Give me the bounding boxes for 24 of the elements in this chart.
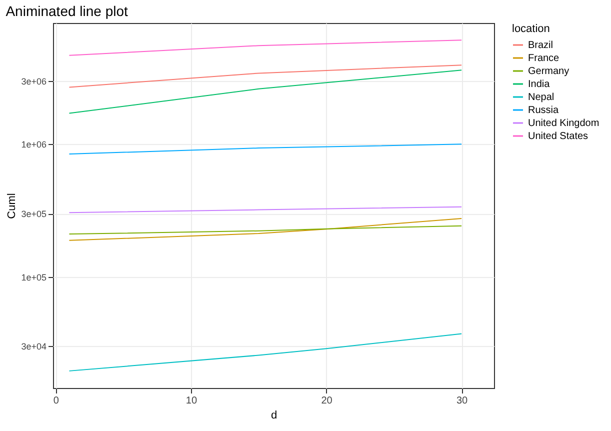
line-series xyxy=(68,218,462,241)
legend-label: Russia xyxy=(528,105,560,116)
line-series xyxy=(68,333,462,372)
x-tick-label: 10 xyxy=(186,396,198,406)
y-tick-label: 1e+06 xyxy=(21,140,46,150)
x-axis-title: d xyxy=(270,410,278,422)
y-tick-label: 3e+06 xyxy=(21,76,46,86)
legend-title: location xyxy=(512,23,550,35)
x-tick-label: 20 xyxy=(321,396,333,406)
y-tick-label: 1e+05 xyxy=(21,272,46,282)
legend-label: Brazil xyxy=(528,40,554,51)
legend-label: United States xyxy=(528,131,588,142)
chart-title: Animinated line plot xyxy=(6,3,128,19)
x-tick-label: 0 xyxy=(53,396,60,406)
x-tick-label: 30 xyxy=(456,396,468,406)
legend-label: India xyxy=(528,79,550,90)
y-axis-title: Cuml xyxy=(6,193,18,219)
y-tick-label: 3e+04 xyxy=(21,342,46,352)
legend-label: Nepal xyxy=(528,92,554,103)
legend-label: Germany xyxy=(528,66,570,77)
line-series xyxy=(68,225,462,235)
y-tick-label: 3e+05 xyxy=(21,209,46,220)
legend-label: France xyxy=(528,53,560,64)
legend-label: United Kingdom xyxy=(528,118,600,129)
